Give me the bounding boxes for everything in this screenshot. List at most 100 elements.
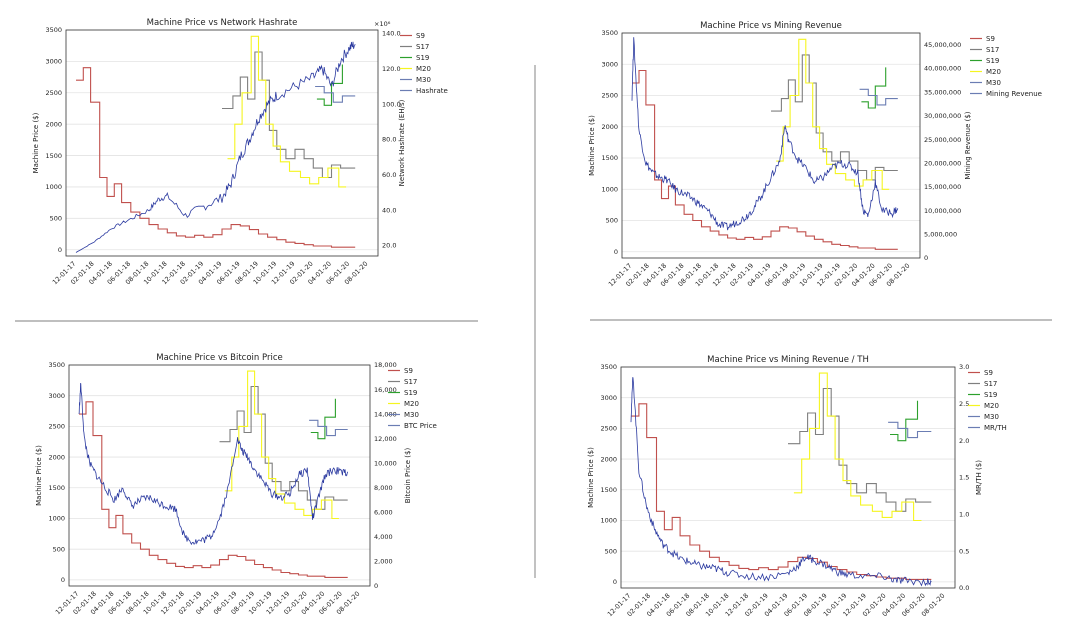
legend-label: M20 (986, 68, 1001, 76)
y2-tick-label: 6,000 (374, 509, 393, 517)
y2-tick-label: 18,000 (374, 361, 397, 369)
series-m20 (793, 372, 922, 522)
y-tick-label: 3000 (601, 60, 618, 68)
legend-label: S9 (404, 367, 413, 375)
legend-label: M30 (404, 411, 419, 419)
series-m30 (859, 88, 898, 106)
chart-panel-4: Machine Price vs Mining Revenue / TH 0 500… (587, 355, 1007, 618)
legend-label: Hashrate (416, 87, 448, 95)
y-tick-label: 2500 (45, 89, 62, 97)
legend-label: S17 (984, 380, 997, 388)
y-tick-label: 3500 (601, 29, 618, 37)
y2-tick-label: 80.0 (382, 136, 396, 144)
legend-label: M20 (416, 65, 431, 73)
legend-label: S9 (986, 35, 995, 43)
y2-tick-label: 30,000,000 (924, 112, 961, 120)
chart-panel-1: Machine Price vs Network Hashrate 0 500 100… (32, 18, 448, 286)
y-tick-label: 3500 (45, 26, 62, 34)
series-secondary (78, 382, 349, 546)
y2-tick-label: 16,000 (374, 386, 397, 394)
y-axis-label: Machine Price ($) (587, 447, 595, 508)
y-tick-label: 1500 (45, 152, 62, 160)
y2-tick-label: 1.5 (959, 474, 969, 482)
legend-label: S17 (986, 46, 999, 54)
y2-tick-label: 60.0 (382, 171, 396, 179)
y2-tick-label: 12,000 (374, 435, 397, 443)
y2-tick-label: 2,000 (374, 558, 393, 566)
plot-frame (621, 32, 921, 259)
y2-axis-label: Network Hashrate (EH/s) (398, 99, 406, 186)
y2-tick-label: 10,000,000 (924, 207, 961, 215)
series-s9 (632, 69, 898, 250)
legend-label: M30 (416, 76, 431, 84)
series-s19 (890, 400, 919, 442)
y2-tick-label: 2.5 (959, 400, 969, 408)
y-tick-label: 2000 (45, 120, 62, 128)
y-tick-label: 2000 (48, 453, 65, 461)
legend-label: M30 (986, 79, 1001, 87)
series-m30 (888, 421, 932, 439)
y2-tick-label: 20.0 (382, 242, 396, 250)
y2-tick-label: 8,000 (374, 484, 393, 492)
y2-multiplier: ×10⁶ (374, 20, 391, 28)
y-tick-label: 3000 (600, 394, 617, 402)
y2-tick-label: 0 (374, 582, 378, 590)
plot-frame (68, 364, 371, 587)
y-tick-label: 1500 (600, 486, 617, 494)
y2-tick-label: 4,000 (374, 533, 393, 541)
y2-axis-label: Bitcoin Price ($) (404, 448, 412, 504)
y-tick-label: 1000 (601, 185, 618, 193)
y2-axis-label: MR/TH ($) (975, 460, 983, 495)
legend-label: M20 (984, 402, 999, 410)
series-s19 (316, 64, 343, 106)
series-secondary (75, 41, 356, 253)
y2-tick-label: 100.0 (382, 100, 401, 108)
y2-tick-label: 0.5 (959, 547, 969, 555)
y-tick-label: 0 (613, 578, 617, 586)
series-s19 (310, 398, 336, 440)
series-s9 (631, 403, 932, 580)
legend-label: S19 (986, 57, 999, 65)
y-axis-label: Machine Price ($) (35, 445, 43, 506)
chart-title: Machine Price vs Mining Revenue / TH (707, 355, 869, 365)
y2-tick-label: 2.0 (959, 437, 969, 445)
y-axis-label: Machine Price ($) (588, 115, 596, 176)
y-tick-label: 1000 (45, 183, 62, 191)
y-tick-label: 1000 (48, 515, 65, 523)
y-axis-label: Machine Price ($) (32, 112, 40, 173)
legend-label: BTC Price (404, 422, 437, 430)
y2-tick-label: 1.0 (959, 511, 969, 519)
y2-tick-label: 10,000 (374, 459, 397, 467)
legend-label: MR/TH (984, 424, 1007, 432)
y2-tick-label: 120.0 (382, 65, 401, 73)
y-tick-label: 2000 (601, 123, 618, 131)
legend-label: Mining Revenue (986, 90, 1042, 98)
series-secondary (631, 37, 899, 231)
y-tick-label: 2500 (48, 423, 65, 431)
y-tick-label: 0 (58, 246, 62, 254)
y-tick-label: 3500 (48, 361, 65, 369)
y-tick-label: 1500 (601, 154, 618, 162)
y-tick-label: 500 (53, 545, 65, 553)
y-tick-label: 3500 (600, 363, 617, 371)
legend-label: S17 (416, 43, 429, 51)
y-tick-label: 3000 (45, 58, 62, 66)
series-s9 (79, 401, 348, 578)
y2-tick-label: 20,000,000 (924, 159, 961, 167)
y-tick-label: 500 (50, 215, 62, 223)
y-tick-label: 3000 (48, 392, 65, 400)
y-tick-label: 0 (61, 576, 65, 584)
series-m30 (309, 419, 348, 437)
y2-tick-label: 15,000,000 (924, 183, 961, 191)
series-m20 (776, 38, 890, 190)
y2-tick-label: 25,000,000 (924, 136, 961, 144)
y2-tick-label: 3.0 (959, 363, 969, 371)
y2-tick-label: 35,000,000 (924, 88, 961, 96)
y2-tick-label: 0.0 (959, 584, 969, 592)
legend-label: S19 (984, 391, 997, 399)
y-tick-label: 2500 (600, 425, 617, 433)
chart-panel-3: Machine Price vs Bitcoin Price 0 500 1000 15… (35, 353, 437, 616)
plot-frame (620, 366, 956, 589)
chart-title: Machine Price vs Network Hashrate (147, 18, 298, 28)
legend-label: M20 (404, 400, 419, 408)
